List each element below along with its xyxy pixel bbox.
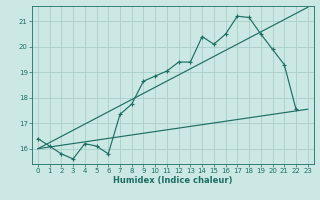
X-axis label: Humidex (Indice chaleur): Humidex (Indice chaleur) bbox=[113, 176, 233, 185]
